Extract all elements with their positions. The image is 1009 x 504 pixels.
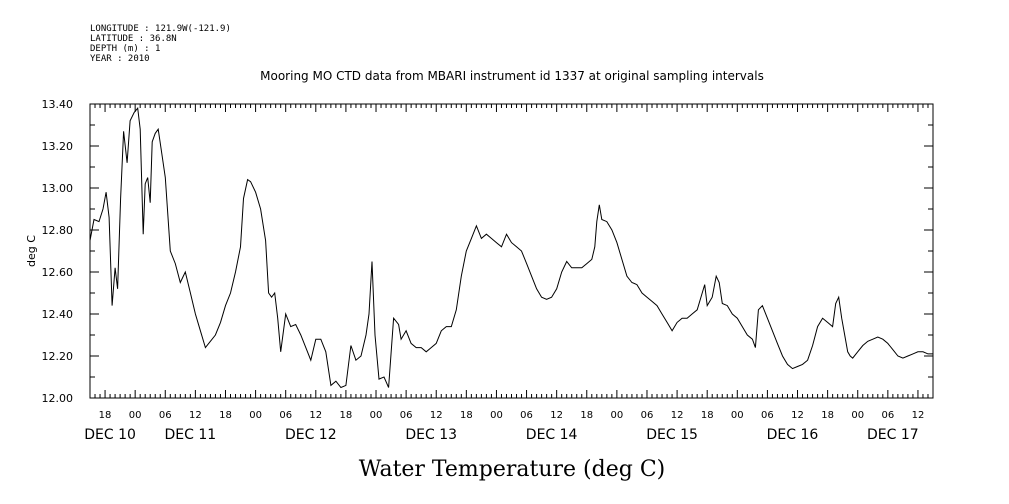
x-hour-tick-label: 18 — [460, 410, 473, 421]
x-hour-tick-label: 00 — [129, 410, 142, 421]
x-day-label: DEC 10 — [84, 427, 136, 443]
y-tick-label: 12.40 — [42, 308, 74, 321]
x-hour-tick-label: 12 — [189, 410, 202, 421]
x-axis-label: Water Temperature (deg C) — [359, 457, 666, 482]
x-day-label: DEC 12 — [285, 427, 337, 443]
x-hour-tick-label: 06 — [881, 410, 894, 421]
x-hour-tick-label: 12 — [671, 410, 684, 421]
axis-ticks — [89, 103, 934, 399]
x-hour-tick-label: 00 — [370, 410, 383, 421]
x-day-label: DEC 17 — [867, 427, 919, 443]
y-tick-label: 12.60 — [42, 266, 74, 279]
x-hour-tick-label: 06 — [159, 410, 172, 421]
x-hour-tick-label: 06 — [400, 410, 413, 421]
x-hour-tick-label: 18 — [701, 410, 714, 421]
metadata-block: LONGITUDE : 121.9W(-121.9) LATITUDE : 36… — [90, 24, 231, 64]
y-tick-label: 13.00 — [42, 182, 74, 195]
x-hour-tick-label: 00 — [249, 410, 262, 421]
depth-text: DEPTH (m) : 1 — [90, 44, 160, 54]
x-hour-tick-label: 18 — [821, 410, 834, 421]
x-hour-tick-label: 00 — [611, 410, 624, 421]
series-line-water-temperature — [89, 106, 933, 389]
x-hour-tick-label: 00 — [731, 410, 744, 421]
x-day-label: DEC 13 — [405, 427, 457, 443]
axis-tick-labels: 12.00 12.20 12.40 12.60 12.80 13.00 13.20 13.40… — [42, 98, 925, 443]
y-tick-label: 12.80 — [42, 224, 74, 237]
x-hour-tick-label: 06 — [520, 410, 533, 421]
x-day-label: DEC 11 — [165, 427, 217, 443]
x-hour-tick-label: 00 — [851, 410, 864, 421]
x-hour-tick-label: 06 — [761, 410, 774, 421]
y-tick-label: 13.20 — [42, 140, 74, 153]
y-axis-label: deg C — [25, 235, 38, 267]
x-hour-tick-label: 06 — [641, 410, 654, 421]
x-hour-tick-label: 18 — [219, 410, 232, 421]
longitude-text: LONGITUDE : 121.9W(-121.9) — [90, 24, 231, 34]
x-hour-tick-label: 12 — [550, 410, 563, 421]
x-hour-tick-label: 00 — [490, 410, 503, 421]
x-day-label: DEC 16 — [767, 427, 819, 443]
x-hour-tick-label: 18 — [580, 410, 593, 421]
chart-title: Mooring MO CTD data from MBARI instrumen… — [260, 69, 764, 83]
x-hour-tick-label: 18 — [340, 410, 353, 421]
x-hour-tick-label: 12 — [912, 410, 925, 421]
y-tick-label: 13.40 — [42, 98, 74, 111]
x-day-label: DEC 15 — [646, 427, 698, 443]
year-text: YEAR : 2010 — [90, 54, 150, 64]
x-hour-tick-label: 06 — [279, 410, 292, 421]
latitude-text: LATITUDE : 36.8N — [90, 34, 177, 44]
x-hour-tick-label: 18 — [99, 410, 112, 421]
x-hour-tick-label: 12 — [791, 410, 804, 421]
plot-frame — [89, 103, 934, 399]
y-tick-label: 12.00 — [42, 392, 74, 405]
x-hour-tick-label: 12 — [430, 410, 443, 421]
x-hour-tick-label: 12 — [309, 410, 322, 421]
y-tick-label: 12.20 — [42, 350, 74, 363]
x-day-label: DEC 14 — [526, 427, 578, 443]
